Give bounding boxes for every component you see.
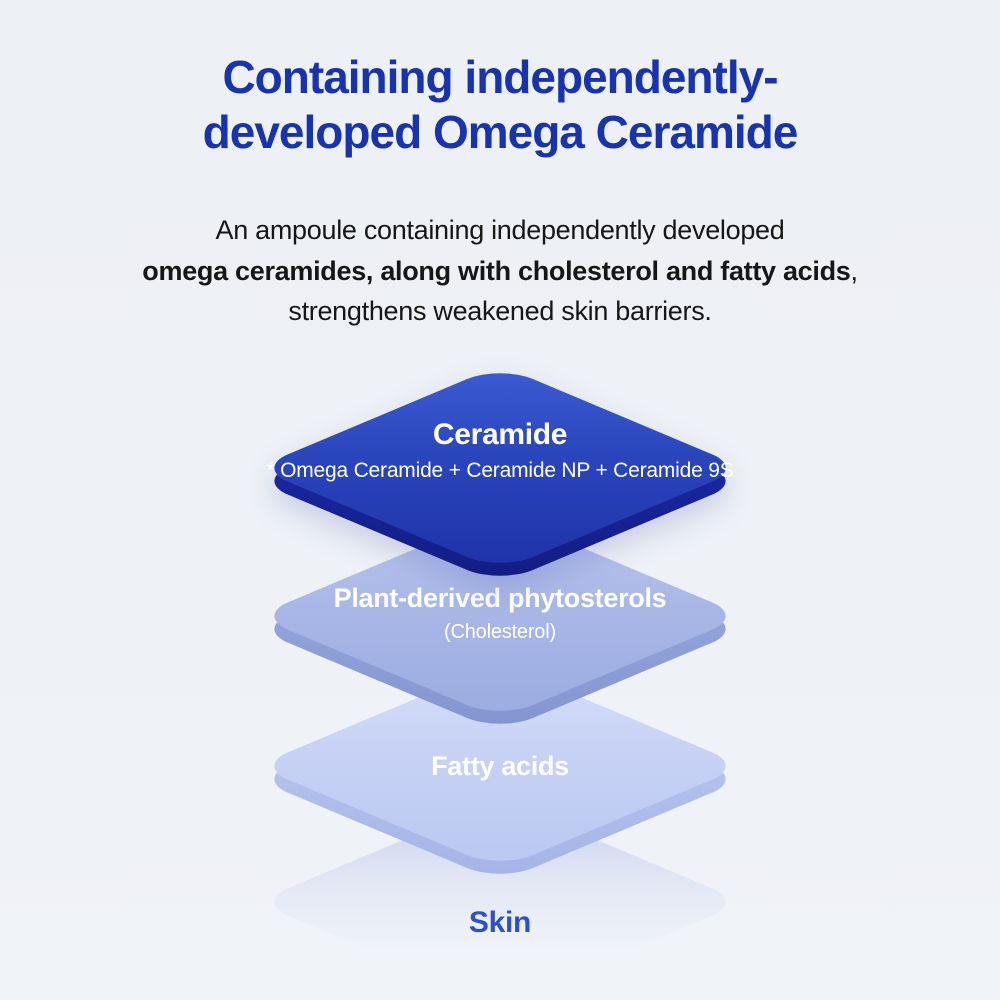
skin-label: Skin xyxy=(468,906,532,939)
phytosterols-sublabel: (Cholesterol) xyxy=(444,621,556,643)
phytosterols-label: Plant-derived phytosterols xyxy=(333,583,667,613)
ceramide-sublabel: * Omega Ceramide + Ceramide NP + Ceramid… xyxy=(266,459,734,482)
description-line-3: strengthens weakened skin barriers. xyxy=(288,296,712,326)
page-title: Containing independently-developed Omega… xyxy=(0,50,1000,160)
description-line-2-tail: , xyxy=(850,255,859,286)
phytosterols-label-group: Plant-derived phytosterols (Cholesterol) xyxy=(0,583,1000,644)
description-text: An ampoule containing independently deve… xyxy=(0,210,1000,332)
fatty-acids-label: Fatty acids xyxy=(431,751,569,781)
ceramide-label-group: Ceramide * Omega Ceramide + Ceramide NP … xyxy=(0,418,1000,483)
page-title-line-2: developed Omega Ceramide xyxy=(202,106,799,159)
fatty-acids-label-group: Fatty acids xyxy=(0,751,1000,782)
description-line-2-bold: omega ceramides, along with cholesterol … xyxy=(142,255,851,286)
ceramide-label: Ceramide xyxy=(432,418,568,451)
description-line-1: An ampoule containing independently deve… xyxy=(215,215,785,245)
page-title-line-1: Containing independently- xyxy=(222,51,778,103)
